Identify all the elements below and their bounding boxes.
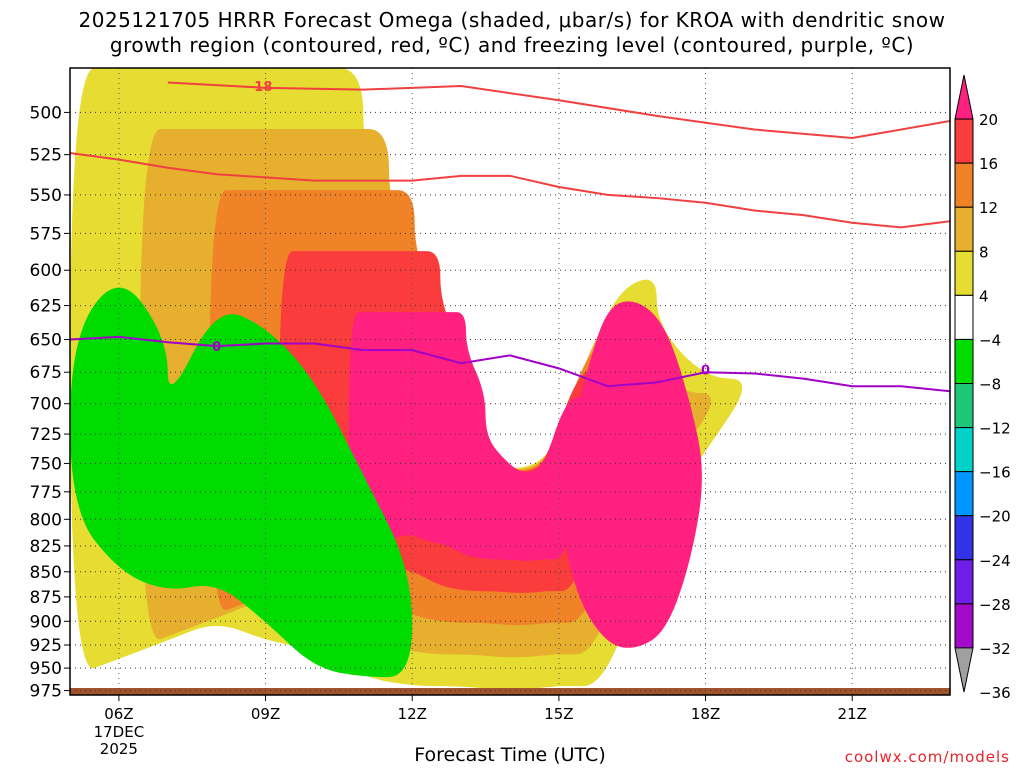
dgz-minus12-contour: [70, 152, 950, 229]
colorbar-label: 16: [979, 155, 998, 173]
freezing-level-contour: [70, 335, 950, 393]
colorbar-label: 4: [979, 287, 989, 305]
y-tick-label: 725: [30, 425, 62, 445]
colorbar-label: 20: [979, 111, 998, 129]
y-tick-label: 900: [30, 612, 62, 632]
colorbar-label: 12: [979, 199, 998, 217]
y-tick-label: 525: [30, 146, 62, 166]
colorbar-segment: [954, 559, 974, 605]
colorbar-segment: [954, 206, 974, 252]
contour-lines: -18 0 0: [70, 80, 950, 393]
colorbar-segment: [954, 338, 974, 384]
colorbar-segment: [954, 74, 974, 120]
contour-label: 0: [701, 364, 710, 379]
contour-label: -18: [249, 80, 273, 95]
x-tick-label: 12Z: [398, 705, 427, 723]
y-tick-label: 925: [30, 636, 62, 656]
x-tick-label: 09Z: [251, 705, 280, 723]
x-date-label: 2025: [100, 740, 138, 758]
y-tick-label: 675: [30, 363, 62, 383]
colorbar-segment: [954, 162, 974, 208]
y-tick-label: 500: [30, 103, 62, 123]
y-tick-label: 850: [30, 563, 62, 583]
y-tick-label: 700: [30, 395, 62, 415]
colorbar-label: −8: [979, 376, 1001, 394]
dgz-minus18-contour: [167, 81, 950, 140]
y-tick-label: 550: [30, 186, 62, 206]
colorbar-segment: [954, 515, 974, 561]
y-tick-label: 800: [30, 510, 62, 530]
contour-label: 0: [212, 340, 221, 355]
y-tick-label: 625: [30, 297, 62, 317]
omega-region-16-to-20: [562, 301, 702, 648]
colorbar: 20 16 12 8 4 −4 −8 −12 −16 −20 −24 −28 −32 −36: [954, 74, 1011, 702]
y-tick-label: 950: [30, 659, 62, 679]
colorbar-label: −12: [979, 420, 1011, 438]
colorbar-segment: [954, 471, 974, 517]
y-tick-label: 575: [30, 224, 62, 244]
omega-region--8-to--4: [70, 287, 413, 678]
axes: 500 525 550 575 600 625 650 675 700 725 750 775 800 8…: [30, 67, 951, 758]
colorbar-label: −16: [979, 464, 1011, 482]
chart-title-line-2: growth region (contoured, red, ºC) and f…: [109, 33, 915, 57]
y-tick-label: 825: [30, 537, 62, 557]
colorbar-label: −28: [979, 596, 1011, 614]
colorbar-segment: [954, 294, 974, 340]
y-tick-label: 775: [30, 483, 62, 503]
grid: [70, 68, 950, 695]
y-tick-label: 975: [30, 682, 62, 702]
ground-strip: [70, 688, 950, 695]
colorbar-label: −20: [979, 508, 1011, 526]
y-tick-label: 650: [30, 331, 62, 351]
colorbar-segment: [954, 250, 974, 296]
plot-frame: [69, 67, 951, 696]
colorbar-label: −4: [979, 331, 1001, 349]
x-tick-label: 21Z: [838, 705, 867, 723]
colorbar-segment: [954, 383, 974, 429]
chart-title-line-1: 2025121705 HRRR Forecast Omega (shaded, …: [78, 8, 946, 32]
colorbar-segment: [954, 118, 974, 164]
colorbar-segment: [954, 603, 974, 649]
y-tick-label: 750: [30, 454, 62, 474]
x-date-label: 17DEC: [94, 723, 145, 741]
omega-shading: [70, 68, 950, 695]
credit-link[interactable]: coolwx.com/models: [844, 748, 1010, 766]
y-tick-label: 875: [30, 588, 62, 608]
colorbar-segment: [954, 647, 974, 693]
omega-region-16-to-20: [348, 312, 618, 561]
colorbar-label: 8: [979, 243, 989, 261]
x-axis-title: Forecast Time (UTC): [414, 744, 606, 766]
x-tick-label: 15Z: [544, 705, 573, 723]
colorbar-segment: [954, 427, 974, 473]
y-tick-label: 600: [30, 261, 62, 281]
x-tick-label: 06Z: [104, 705, 133, 723]
colorbar-label: −24: [979, 552, 1011, 570]
colorbar-label: −36: [979, 684, 1011, 702]
colorbar-label: −32: [979, 640, 1011, 658]
x-tick-label: 18Z: [691, 705, 720, 723]
